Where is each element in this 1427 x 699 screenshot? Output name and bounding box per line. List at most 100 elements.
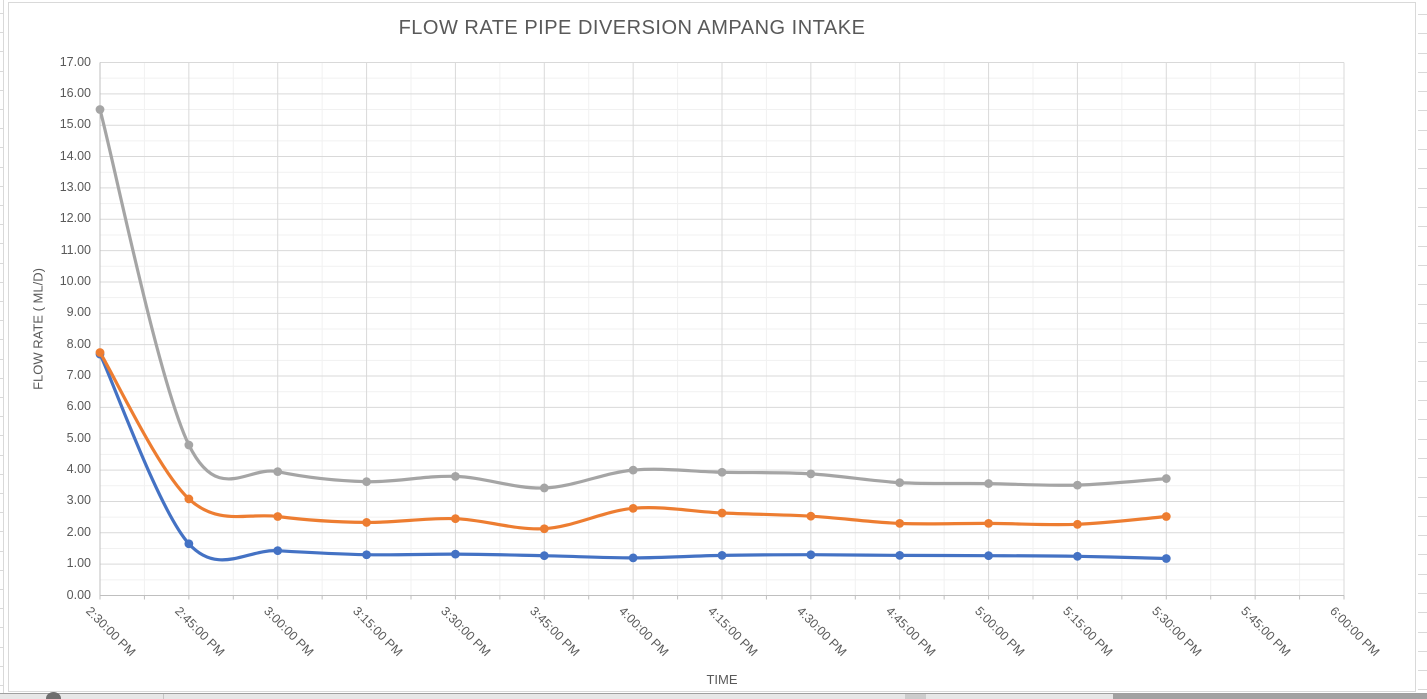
y-axis-tick-label: 0.00 bbox=[66, 587, 91, 602]
sheet-row-line bbox=[0, 647, 3, 648]
data-point-marker[interactable] bbox=[1161, 554, 1171, 563]
sheet-row-line bbox=[0, 339, 3, 340]
sheet-row-line bbox=[0, 685, 3, 686]
data-point-marker[interactable] bbox=[273, 467, 283, 477]
data-point-marker[interactable] bbox=[1073, 480, 1082, 490]
sheet-row-line bbox=[0, 186, 3, 187]
sheet-row-line bbox=[0, 128, 3, 129]
data-point-marker[interactable] bbox=[539, 483, 549, 493]
sheet-row-line bbox=[1418, 14, 1427, 15]
sheet-row-line bbox=[0, 608, 3, 609]
sheet-gridline-left bbox=[3, 0, 4, 693]
data-point-marker[interactable] bbox=[362, 477, 371, 487]
data-point-marker[interactable] bbox=[184, 539, 194, 549]
sheet-row-line bbox=[1418, 226, 1427, 227]
data-point-marker[interactable] bbox=[628, 553, 638, 563]
data-point-marker[interactable] bbox=[806, 511, 816, 521]
data-point-marker[interactable] bbox=[184, 440, 194, 450]
sheet-row-line bbox=[1418, 400, 1427, 401]
data-point-marker[interactable] bbox=[895, 518, 905, 528]
sheet-row-line bbox=[1418, 168, 1427, 169]
sheet-row-line bbox=[1418, 323, 1427, 324]
sheet-row-line bbox=[1418, 381, 1427, 382]
sheet-row-line bbox=[0, 512, 3, 513]
sheet-row-line bbox=[1418, 130, 1427, 131]
data-point-marker[interactable] bbox=[451, 514, 460, 524]
status-circle-icon bbox=[46, 692, 61, 699]
data-point-marker[interactable] bbox=[273, 546, 283, 556]
sheet-row-line bbox=[1418, 188, 1427, 189]
data-point-marker[interactable] bbox=[1073, 551, 1082, 561]
y-axis-tick-label: 16.00 bbox=[59, 85, 91, 100]
data-point-marker[interactable] bbox=[717, 508, 727, 518]
sheet-row-line bbox=[1418, 554, 1427, 555]
sheet-row-line bbox=[0, 32, 3, 33]
sheet-row-line bbox=[1418, 419, 1427, 420]
sheet-row-line bbox=[0, 397, 3, 398]
sheet-row-line bbox=[1418, 265, 1427, 266]
sheet-row-line bbox=[0, 71, 3, 72]
data-point-marker[interactable] bbox=[717, 467, 727, 477]
scrollbar-button[interactable] bbox=[905, 694, 926, 699]
data-point-marker[interactable] bbox=[984, 518, 993, 528]
sheet-row-line bbox=[1418, 593, 1427, 594]
series-line[interactable] bbox=[98, 107, 1168, 490]
data-point-marker[interactable] bbox=[806, 550, 816, 560]
data-point-marker[interactable] bbox=[1073, 519, 1082, 529]
chart-area[interactable] bbox=[8, 2, 1416, 692]
sheet-row-line bbox=[0, 551, 3, 552]
data-point-marker[interactable] bbox=[362, 518, 371, 527]
sheet-row-line bbox=[1418, 458, 1427, 459]
data-point-marker[interactable] bbox=[95, 105, 105, 114]
sheet-row-line bbox=[1418, 33, 1427, 34]
y-axis-tick-label: 7.00 bbox=[66, 368, 91, 383]
sheet-row-line bbox=[0, 455, 3, 456]
y-axis-tick-label: 1.00 bbox=[66, 556, 91, 571]
y-axis-tick-label: 2.00 bbox=[66, 524, 91, 539]
data-point-marker[interactable] bbox=[451, 549, 460, 559]
data-point-marker[interactable] bbox=[184, 494, 194, 504]
data-point-marker[interactable] bbox=[895, 550, 905, 560]
data-point-marker[interactable] bbox=[1161, 474, 1171, 483]
y-axis-tick-label: 12.00 bbox=[59, 211, 91, 226]
sheet-row-line bbox=[1418, 207, 1427, 208]
y-axis-tick-label: 15.00 bbox=[59, 117, 91, 132]
sheet-row-line bbox=[0, 90, 3, 91]
data-point-marker[interactable] bbox=[95, 348, 105, 357]
data-point-marker[interactable] bbox=[539, 524, 549, 534]
scrollbar-thumb[interactable] bbox=[1113, 694, 1427, 699]
sheet-row-line bbox=[0, 493, 3, 494]
data-point-marker[interactable] bbox=[806, 469, 816, 479]
sheet-row-line bbox=[1418, 342, 1427, 343]
sheet-row-line bbox=[1418, 670, 1427, 671]
sheet-row-line bbox=[0, 243, 3, 244]
sheet-row-line bbox=[0, 589, 3, 590]
sheet-row-line bbox=[1418, 53, 1427, 54]
y-axis-tick-label: 4.00 bbox=[66, 462, 91, 477]
sheet-row-line bbox=[0, 666, 3, 667]
sheet-row-line bbox=[1418, 91, 1427, 92]
y-axis-tick-label: 5.00 bbox=[66, 430, 91, 445]
data-point-marker[interactable] bbox=[628, 465, 638, 475]
sheet-row-line bbox=[1418, 110, 1427, 111]
data-point-marker[interactable] bbox=[895, 478, 905, 488]
sheet-row-line bbox=[1418, 535, 1427, 536]
bottom-scrollbar[interactable] bbox=[0, 692, 1427, 699]
data-point-marker[interactable] bbox=[273, 512, 283, 521]
sheet-row-line bbox=[0, 474, 3, 475]
data-point-marker[interactable] bbox=[451, 471, 460, 481]
sheet-row-line bbox=[1418, 574, 1427, 575]
data-point-marker[interactable] bbox=[539, 551, 549, 561]
sheet-row-line bbox=[0, 147, 3, 148]
sheet-row-line bbox=[0, 435, 3, 436]
scrollbar-divider bbox=[163, 694, 164, 699]
data-point-marker[interactable] bbox=[717, 550, 727, 560]
data-point-marker[interactable] bbox=[984, 479, 993, 488]
x-axis-title: TIME bbox=[706, 672, 738, 687]
data-point-marker[interactable] bbox=[984, 551, 993, 561]
y-axis-tick-label: 10.00 bbox=[59, 273, 91, 288]
data-point-marker[interactable] bbox=[362, 550, 371, 560]
data-point-marker[interactable] bbox=[1161, 512, 1171, 521]
data-point-marker[interactable] bbox=[628, 503, 638, 513]
